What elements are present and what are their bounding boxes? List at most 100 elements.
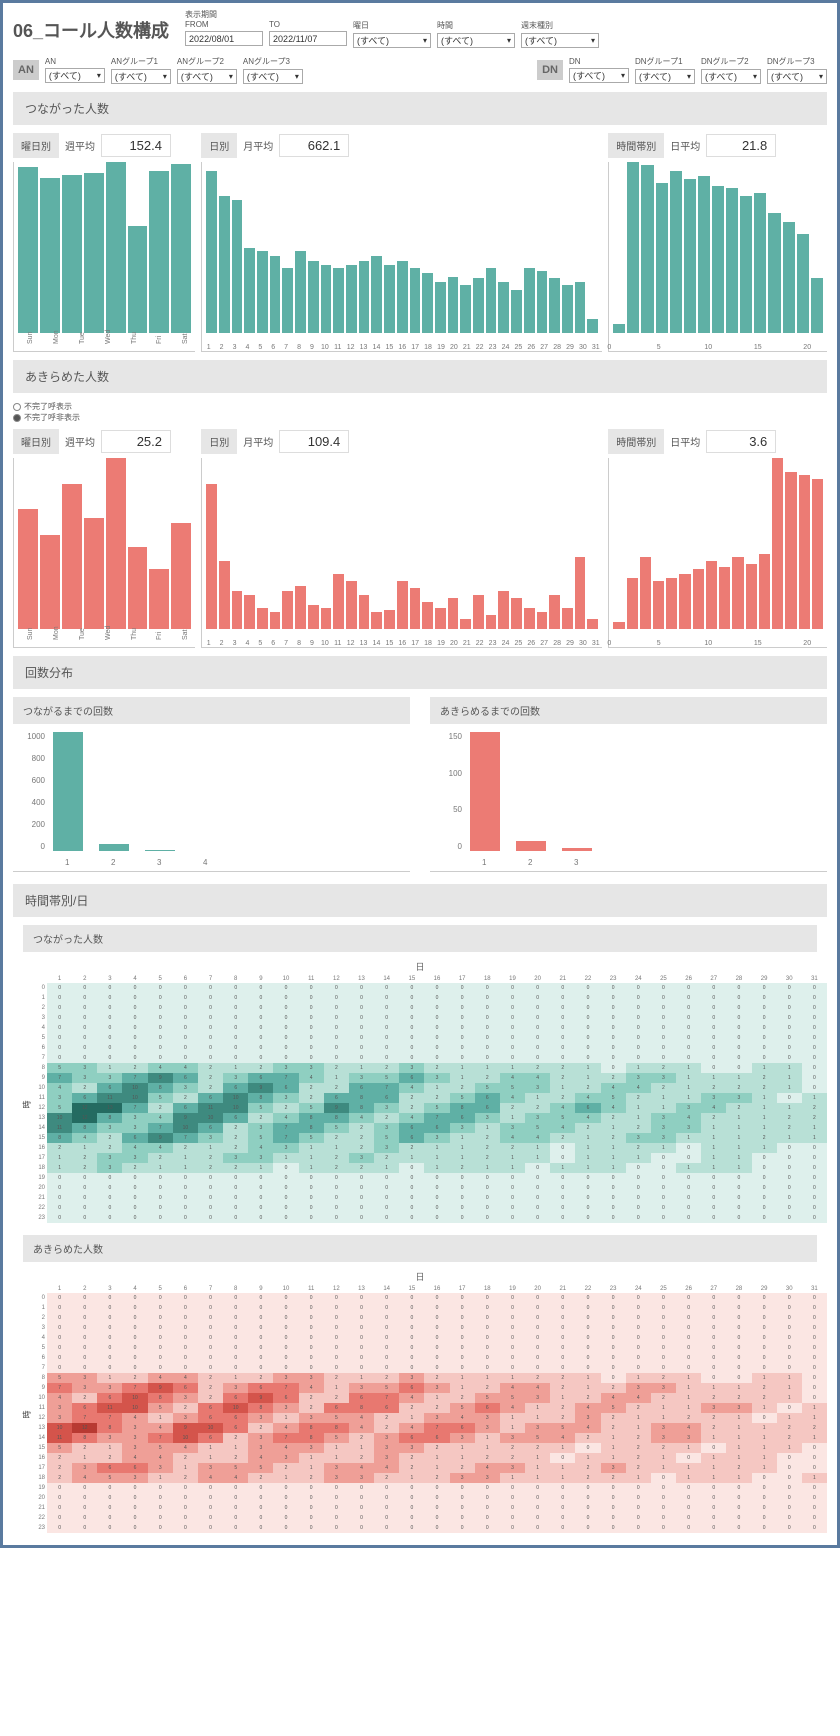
bar [627, 162, 639, 333]
hm-cell: 0 [173, 1193, 198, 1203]
an-g3-select[interactable]: (すべて) [243, 69, 303, 84]
hm-cell: 2 [324, 1373, 349, 1383]
hm-cell: 0 [47, 1303, 72, 1313]
hm-cell: 0 [450, 1483, 475, 1493]
hm-cell: 1 [424, 1453, 449, 1463]
hm-cell: 0 [701, 1353, 726, 1363]
hm-cell: 0 [752, 1153, 777, 1163]
hm-cell: 1 [550, 1083, 575, 1093]
hm-cell: 1 [651, 1463, 676, 1473]
hm-cell: 0 [198, 1313, 223, 1323]
weekday-label: 曜日 [353, 20, 431, 31]
hm-cell: 0 [248, 1293, 273, 1303]
hm-cell: 0 [424, 1513, 449, 1523]
hm-cell: 0 [726, 1323, 751, 1333]
hm-cell: 0 [223, 1213, 248, 1223]
hm-cell: 4 [198, 1473, 223, 1483]
hm-cell: 0 [122, 993, 147, 1003]
hm-cell: 1 [726, 1153, 751, 1163]
hm-cell: 4 [626, 1393, 651, 1403]
hm-cell: 0 [475, 1323, 500, 1333]
hm-cell: 0 [97, 1343, 122, 1353]
hm-cell: 0 [97, 1363, 122, 1373]
hm-cell: 0 [550, 1003, 575, 1013]
hm-cell: 0 [802, 1013, 827, 1023]
hm-cell: 0 [72, 1513, 97, 1523]
hm-cell: 0 [676, 993, 701, 1003]
hm-cell: 0 [324, 1053, 349, 1063]
an-g2-select[interactable]: (すべて) [177, 69, 237, 84]
weekday-select[interactable]: (すべて) [353, 33, 431, 48]
radio-show[interactable]: 不完了呼表示 [13, 401, 827, 412]
hm-cell: 0 [475, 1043, 500, 1053]
hm-cell: 0 [248, 1003, 273, 1013]
hm-cell: 0 [525, 1173, 550, 1183]
dn-select[interactable]: (すべて) [569, 68, 629, 83]
hm-cell: 5 [299, 1133, 324, 1143]
hm-cell: 3 [374, 1433, 399, 1443]
hm-cell: 0 [701, 1323, 726, 1333]
hm-cell: 0 [651, 1043, 676, 1053]
hm-cell: 1 [450, 1143, 475, 1153]
daily-metric-label: 月平均 [243, 138, 273, 153]
hm-cell: 0 [198, 1523, 223, 1533]
from-input[interactable]: 2022/08/01 [185, 31, 263, 46]
hm-cell: 0 [651, 1023, 676, 1033]
hm-cell: 0 [273, 1203, 298, 1213]
hm-cell: 0 [701, 1513, 726, 1523]
hm-cell: 0 [324, 1183, 349, 1193]
hm-cell: 0 [500, 1503, 525, 1513]
hm-cell: 0 [273, 1333, 298, 1343]
hm-cell: 0 [374, 1303, 399, 1313]
hm-cell: 10 [223, 1093, 248, 1103]
hm-cell: 0 [525, 1053, 550, 1063]
dn-g3-select[interactable]: (すべて) [767, 69, 827, 84]
weektype-select[interactable]: (すべて) [521, 33, 599, 48]
bar [397, 581, 408, 629]
hm-cell: 1 [726, 1443, 751, 1453]
hm-cell: 0 [148, 1003, 173, 1013]
hm-cell: 2 [97, 1133, 122, 1143]
hm-cell: 7 [122, 1073, 147, 1083]
hm-cell: 0 [525, 1013, 550, 1023]
dn-g2-select[interactable]: (すべて) [701, 69, 761, 84]
hm-cell: 0 [424, 1173, 449, 1183]
hm-cell: 2 [399, 1403, 424, 1413]
hm-cell: 0 [72, 1493, 97, 1503]
radio-hide[interactable]: 不完了呼非表示 [13, 412, 827, 423]
dn-tag: DN [537, 60, 563, 80]
hm-cell: 3 [475, 1413, 500, 1423]
hm-cell: 1 [299, 1143, 324, 1153]
an-g2-label: ANグループ2 [177, 56, 237, 67]
hm-cell: 6 [374, 1093, 399, 1103]
hm-cell: 3 [500, 1463, 525, 1473]
hm-cell: 10 [223, 1403, 248, 1413]
an-g1-select[interactable]: (すべて) [111, 69, 171, 84]
hm-cell: 0 [424, 1013, 449, 1023]
hm-cell: 0 [475, 1363, 500, 1373]
hm-cell: 0 [752, 1473, 777, 1483]
hm-cell: 0 [802, 1023, 827, 1033]
an-select[interactable]: (すべて) [45, 68, 105, 83]
hm-cell: 0 [97, 1183, 122, 1193]
hm-cell: 8 [299, 1113, 324, 1123]
hm-cell: 4 [475, 1463, 500, 1473]
hm-cell: 1 [450, 1443, 475, 1453]
hm-cell: 3 [525, 1393, 550, 1403]
to-input[interactable]: 2022/11/07 [269, 31, 347, 46]
hm-cell: 2 [349, 1453, 374, 1463]
hm-cell: 0 [324, 1333, 349, 1343]
time-select[interactable]: (すべて) [437, 33, 515, 48]
hourly-badge: 時間帯別 [608, 133, 664, 158]
hm-cell: 0 [626, 1353, 651, 1363]
hm-cell: 0 [97, 1213, 122, 1223]
hm-cell: 0 [97, 1313, 122, 1323]
hm-cell: 0 [651, 1493, 676, 1503]
hm-cell: 0 [802, 1493, 827, 1503]
hm-cell: 0 [324, 1213, 349, 1223]
dn-g1-select[interactable]: (すべて) [635, 69, 695, 84]
hm-cell: 7 [148, 1433, 173, 1443]
hm-cell: 0 [676, 1503, 701, 1513]
hm-cell: 4 [148, 1373, 173, 1383]
hm-cell: 0 [399, 1183, 424, 1193]
